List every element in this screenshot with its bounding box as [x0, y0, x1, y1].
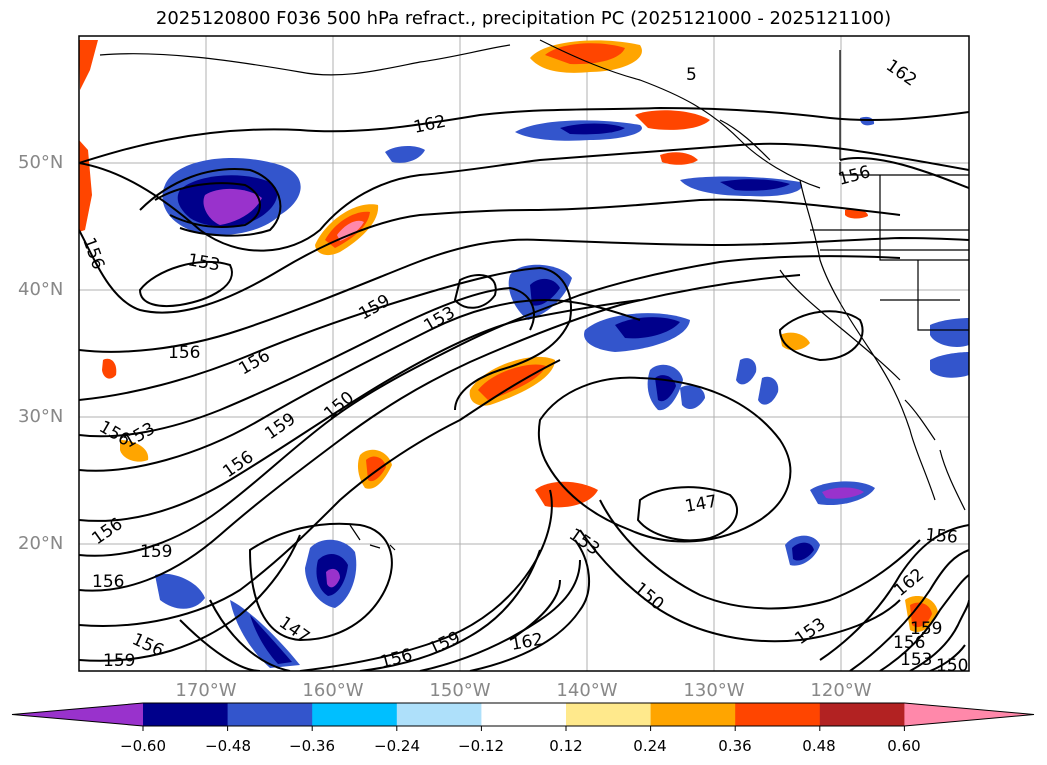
contours	[79, 106, 969, 671]
colorbar-tick-label: −0.24	[374, 737, 420, 755]
colorbar-segment	[566, 703, 652, 726]
map-title: 2025120800 F036 500 hPa refract., precip…	[155, 8, 892, 29]
colorbar-segment	[312, 703, 398, 726]
colorbar-segment	[143, 703, 229, 726]
lat-label-50n: 50°N	[18, 152, 64, 173]
contour-label: 156	[168, 343, 200, 363]
contour-label: 156	[92, 572, 124, 592]
lon-label-130w: 130°W	[683, 680, 745, 701]
contour-label: 153	[900, 650, 932, 670]
lat-label-30n: 30°N	[18, 406, 64, 427]
contour-label: 150	[936, 656, 968, 676]
colorbar-tick-label: 0.60	[887, 737, 921, 755]
lon-label-140w: 140°W	[556, 680, 618, 701]
colorbar-segment	[396, 703, 482, 726]
contour-label: 159	[103, 651, 135, 671]
lon-label-170w: 170°W	[175, 680, 237, 701]
colorbar	[11, 702, 1035, 731]
colorbar-tick-label: 0.24	[633, 737, 667, 755]
colorbar-tick-label: −0.12	[458, 737, 504, 755]
colorbar-extend-min	[12, 703, 143, 726]
lon-label-120w: 120°W	[810, 680, 872, 701]
colorbar-extend-max	[904, 703, 1034, 726]
contour-label: 5	[686, 65, 697, 85]
colorbar-segment	[735, 703, 821, 726]
colorbar-segment	[650, 703, 736, 726]
colorbar-segment	[819, 703, 905, 726]
contour-label: 156	[925, 525, 959, 548]
lat-label-40n: 40°N	[18, 279, 64, 300]
lon-label-150w: 150°W	[429, 680, 491, 701]
coastlines	[99, 39, 969, 551]
colorbar-tick-label: 0.12	[549, 737, 583, 755]
contour-label: 159	[910, 619, 942, 639]
colorbar-segment	[481, 703, 567, 726]
map-frame	[78, 35, 970, 672]
colorbar-tick-label: 0.48	[802, 737, 836, 755]
map-area	[79, 36, 969, 671]
colorbar-tick-label: −0.36	[289, 737, 335, 755]
colorbar-tick-label: −0.48	[205, 737, 251, 755]
contour-label: 156	[893, 633, 925, 653]
contour-label: 159	[140, 542, 172, 562]
colorbar-tick-label: 0.36	[718, 737, 752, 755]
colorbar-tick-label: −0.60	[120, 737, 166, 755]
lat-label-20n: 20°N	[18, 533, 64, 554]
colorbar-segment	[227, 703, 313, 726]
lon-label-160w: 160°W	[302, 680, 364, 701]
